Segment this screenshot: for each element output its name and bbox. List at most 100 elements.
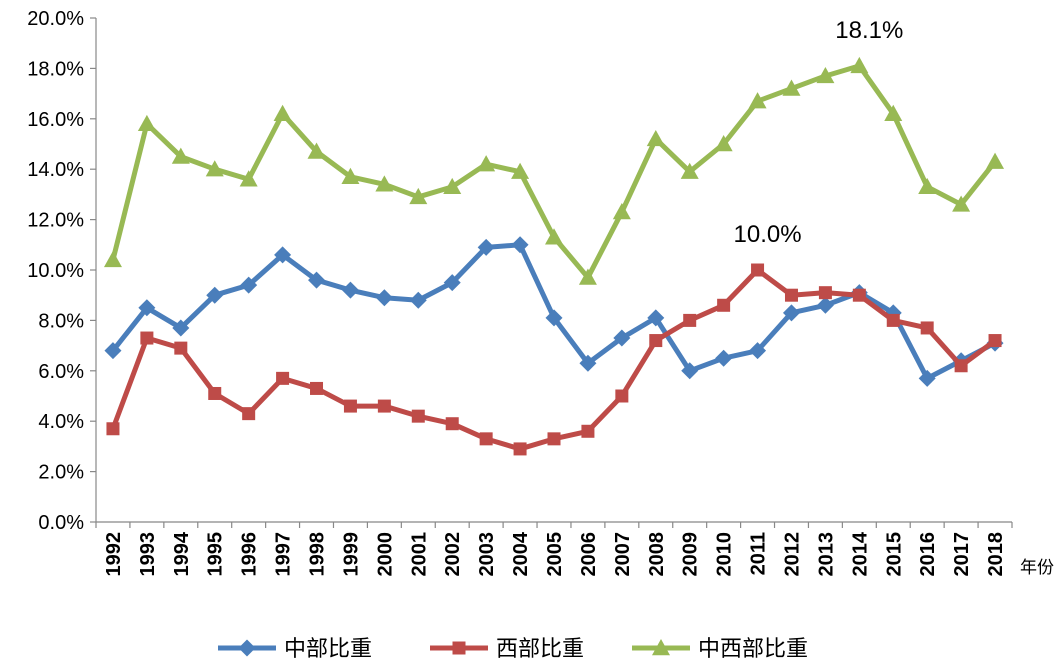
data-point xyxy=(646,129,665,147)
data-label: 10.0% xyxy=(734,221,802,248)
data-point xyxy=(613,329,631,347)
data-point xyxy=(581,424,595,438)
x-tick-label: 2000 xyxy=(374,532,396,577)
data-point xyxy=(647,309,665,327)
data-point xyxy=(715,349,733,367)
x-tick-label: 2001 xyxy=(408,532,430,577)
data-point xyxy=(310,381,324,395)
legend-item: 中西部比重 xyxy=(632,637,808,662)
legend-marker xyxy=(452,641,466,655)
x-tick-label: 2018 xyxy=(985,532,1007,577)
data-point xyxy=(445,417,459,431)
x-tick-label: 2007 xyxy=(612,532,634,577)
data-point xyxy=(918,369,936,387)
data-point xyxy=(276,371,290,385)
x-axis-ticks: 1992 1993 1994 1995 1996 1997 1998 1999 2000 2001… xyxy=(95,522,1013,577)
data-point xyxy=(751,263,765,277)
data-point xyxy=(208,386,222,400)
x-tick-label: 2017 xyxy=(951,532,973,577)
x-tick-label: 2010 xyxy=(714,532,736,577)
data-point xyxy=(443,177,462,195)
data-point xyxy=(547,432,561,446)
data-point xyxy=(714,135,733,152)
data-point xyxy=(273,104,292,121)
data-point xyxy=(104,342,122,360)
data-point xyxy=(511,236,529,254)
series-line xyxy=(110,63,998,281)
x-tick-label: 2004 xyxy=(510,531,532,576)
data-point xyxy=(816,296,834,314)
data-point xyxy=(375,289,393,307)
y-axis-ticks: 0.0% 2.0% 4.0% 6.0% 8.0% 10.0% 12.0% 14.0% 16.0%… xyxy=(27,8,96,534)
y-tick-label: 16.0% xyxy=(27,109,84,131)
data-point xyxy=(106,422,120,436)
data-point xyxy=(884,104,903,121)
y-tick-label: 6.0% xyxy=(38,361,84,383)
y-tick-label: 4.0% xyxy=(38,411,84,433)
data-point xyxy=(681,362,699,380)
y-tick-label: 10.0% xyxy=(27,260,84,282)
data-point xyxy=(511,162,530,179)
data-point xyxy=(952,195,971,212)
data-point xyxy=(717,298,731,312)
data-point xyxy=(612,203,631,220)
legend-marker xyxy=(238,639,256,657)
data-point xyxy=(784,288,798,302)
data-point xyxy=(954,359,968,373)
x-tick-label: 1993 xyxy=(137,532,159,577)
data-point xyxy=(749,342,767,360)
annotations: 18.1% 10.0% xyxy=(734,17,904,248)
data-point xyxy=(477,238,495,256)
series-1 xyxy=(104,236,1004,387)
x-axis-label: 年份 xyxy=(1020,558,1054,578)
x-tick-label: 2015 xyxy=(883,532,905,577)
data-point xyxy=(341,167,360,184)
data-point xyxy=(683,313,697,327)
legend-label: 中西部比重 xyxy=(698,637,808,662)
x-tick-label: 2016 xyxy=(917,532,939,577)
y-tick-label: 12.0% xyxy=(27,210,84,232)
data-point xyxy=(443,274,461,292)
data-point xyxy=(477,155,496,172)
data-point xyxy=(649,334,663,348)
x-tick-label: 1996 xyxy=(239,532,261,577)
data-point xyxy=(205,160,224,177)
series-3 xyxy=(103,56,1005,285)
data-point xyxy=(171,147,190,164)
x-tick-label: 1997 xyxy=(273,532,295,577)
data-point xyxy=(513,442,527,456)
x-tick-label: 2005 xyxy=(544,532,566,577)
data-point xyxy=(239,170,258,187)
data-point xyxy=(988,334,1002,348)
data-point xyxy=(850,56,869,74)
x-tick-label: 1992 xyxy=(103,532,125,577)
data-point xyxy=(242,407,256,421)
data-point xyxy=(748,92,767,109)
x-tick-label: 1998 xyxy=(307,532,329,577)
y-tick-label: 0.0% xyxy=(38,512,84,534)
y-tick-label: 2.0% xyxy=(38,462,84,484)
series-group xyxy=(103,56,1005,456)
data-point xyxy=(341,281,359,299)
data-point xyxy=(137,114,156,132)
data-point xyxy=(918,177,937,195)
data-point xyxy=(545,228,563,245)
data-point xyxy=(816,66,835,84)
data-point xyxy=(782,79,801,96)
x-tick-label: 2014 xyxy=(849,531,871,576)
data-point xyxy=(138,299,156,317)
x-tick-label: 2008 xyxy=(646,532,668,577)
y-tick-label: 14.0% xyxy=(27,159,84,181)
data-point xyxy=(615,389,629,403)
data-point xyxy=(409,291,427,309)
data-point xyxy=(140,331,154,345)
data-point xyxy=(579,354,597,372)
legend-item: 西部比重 xyxy=(430,637,584,662)
data-point xyxy=(852,288,866,302)
data-point xyxy=(308,271,326,289)
legend-label: 中部比重 xyxy=(284,637,372,662)
data-point xyxy=(274,246,292,264)
data-point xyxy=(103,250,122,268)
series-2 xyxy=(106,263,1002,456)
